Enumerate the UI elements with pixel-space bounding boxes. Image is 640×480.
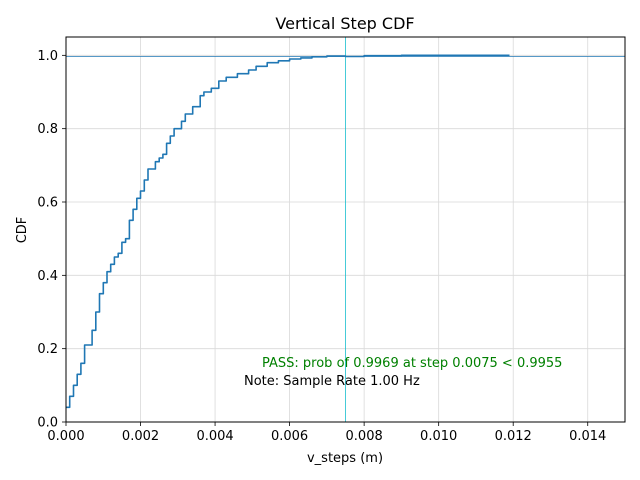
y-axis-label: CDF xyxy=(15,217,30,244)
chart-title: Vertical Step CDF xyxy=(275,14,414,33)
x-tick-label: 0.014 xyxy=(569,429,606,444)
y-axis-ticks: 0.0 0.2 0.4 0.6 0.8 1.0 xyxy=(37,49,66,431)
cdf-series-line xyxy=(66,54,510,409)
y-tick-label: 0.8 xyxy=(37,122,58,137)
x-axis-ticks: 0.000 0.002 0.004 0.006 0.008 0.010 0.012 0.014 xyxy=(47,422,606,444)
x-tick-label: 0.012 xyxy=(495,429,532,444)
x-tick-label: 0.010 xyxy=(420,429,457,444)
x-tick-label: 0.002 xyxy=(122,429,159,444)
note-annotation: Note: Sample Rate 1.00 Hz xyxy=(244,374,420,389)
x-tick-label: 0.006 xyxy=(271,429,308,444)
plot-frame xyxy=(65,36,626,423)
x-tick-label: 0.000 xyxy=(47,429,84,444)
y-tick-label: 1.0 xyxy=(37,49,58,64)
y-tick-label: 0.4 xyxy=(37,269,58,284)
series-layer xyxy=(66,54,510,409)
pass-annotation: PASS: prob of 0.9969 at step 0.0075 < 0.… xyxy=(262,356,562,371)
x-tick-label: 0.008 xyxy=(346,429,383,444)
y-tick-label: 0.0 xyxy=(37,416,58,431)
x-tick-label: 0.004 xyxy=(196,429,233,444)
x-axis-label: v_steps (m) xyxy=(307,451,383,466)
y-tick-label: 0.2 xyxy=(37,342,58,357)
y-tick-label: 0.6 xyxy=(37,196,58,211)
